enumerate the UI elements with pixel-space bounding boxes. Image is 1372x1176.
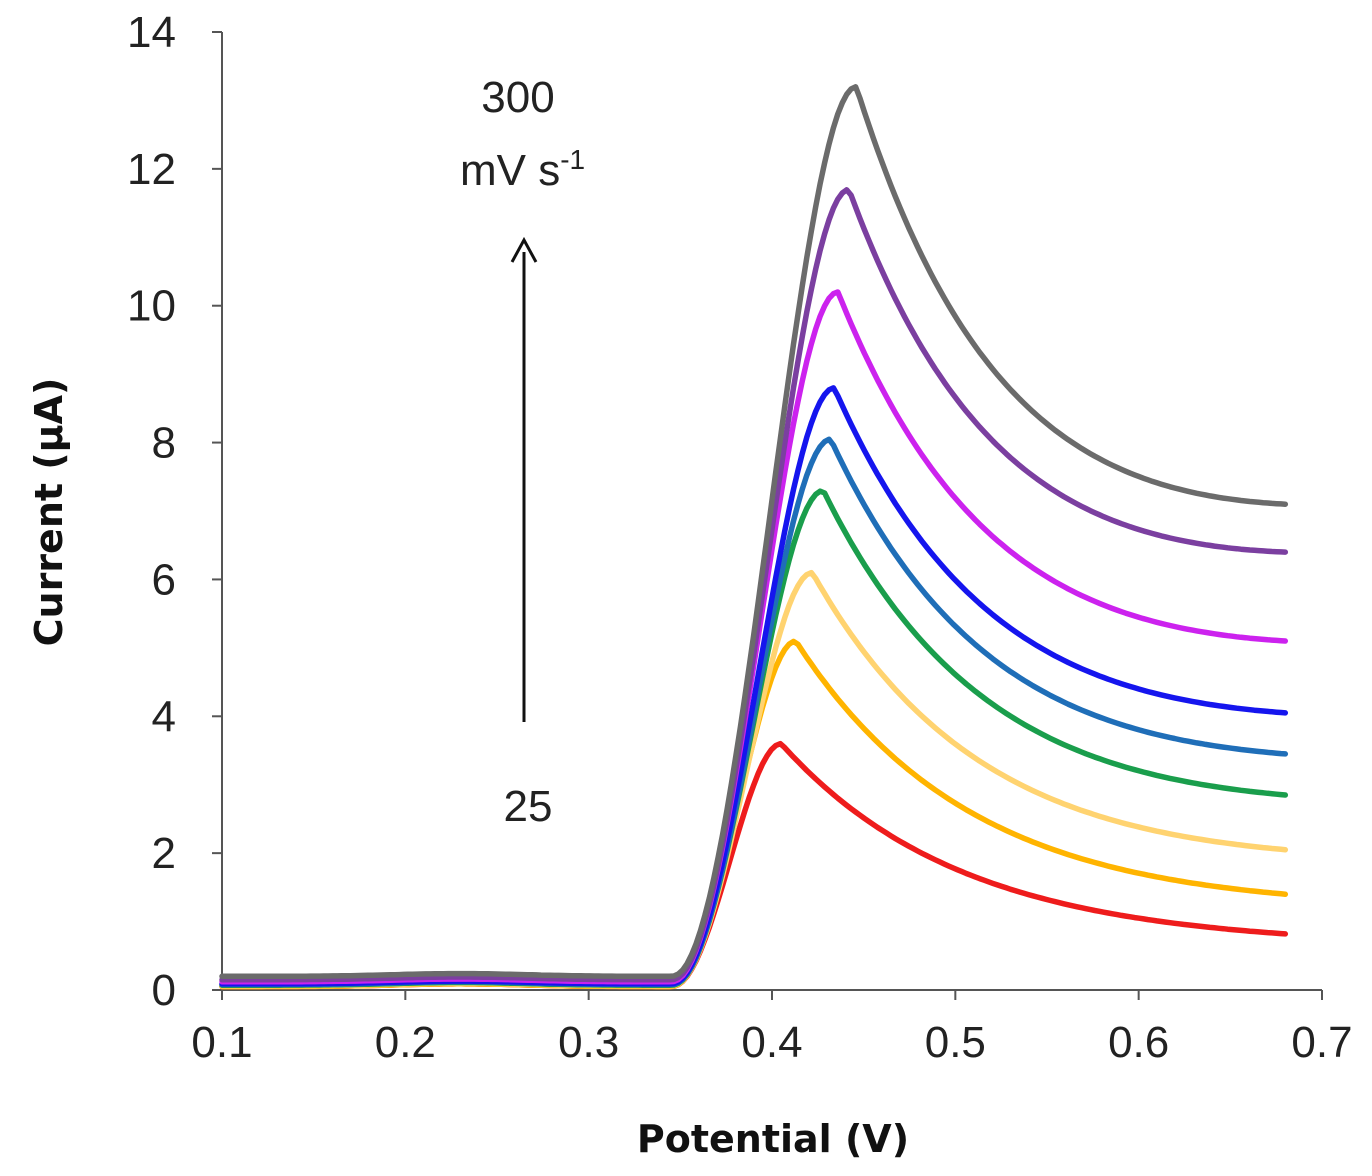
y-tick-label: 8 <box>152 419 176 468</box>
x-tick-label: 0.5 <box>925 1018 986 1067</box>
axes: 0.1 0.2 0.3 0.4 0.5 0.6 0.7 0 2 4 6 8 10 12 14 <box>127 8 1353 1067</box>
x-tick-label: 0.3 <box>558 1018 619 1067</box>
y-tick-label: 4 <box>152 692 176 741</box>
series-group <box>219 84 1289 990</box>
series-line-8 <box>219 187 1289 983</box>
x-tick-label: 0.7 <box>1291 1018 1352 1067</box>
y-tick-label: 6 <box>152 555 176 604</box>
scan-rate-unit-sup: -1 <box>560 144 585 175</box>
y-tick-label: 10 <box>127 282 176 331</box>
y-ticks: 0 2 4 6 8 10 12 14 <box>127 8 222 1015</box>
series-line-6 <box>219 385 1289 987</box>
y-tick-label: 2 <box>152 829 176 878</box>
x-axis-title: Potential (V) <box>637 1117 909 1161</box>
series-line-1 <box>219 740 1289 990</box>
scan-rate-unit: mV s-1 <box>460 144 585 195</box>
y-tick-label: 14 <box>127 8 176 57</box>
x-tick-label: 0.1 <box>191 1018 252 1067</box>
y-tick-label: 12 <box>127 145 176 194</box>
x-tick-label: 0.6 <box>1108 1018 1169 1067</box>
scan-rate-unit-base: mV s <box>460 146 560 195</box>
x-tick-label: 0.4 <box>741 1018 802 1067</box>
y-axis-title: Current (µA) <box>27 378 71 647</box>
series-line-9 <box>219 84 1289 980</box>
x-ticks: 0.1 0.2 0.3 0.4 0.5 0.6 0.7 <box>191 990 1353 1067</box>
scan-rate-bottom-value: 25 <box>504 782 553 831</box>
y-tick-label: 0 <box>152 966 176 1015</box>
x-tick-label: 0.2 <box>375 1018 436 1067</box>
increase-arrow-icon <box>510 236 538 722</box>
scan-rate-top-value: 300 <box>481 73 554 122</box>
